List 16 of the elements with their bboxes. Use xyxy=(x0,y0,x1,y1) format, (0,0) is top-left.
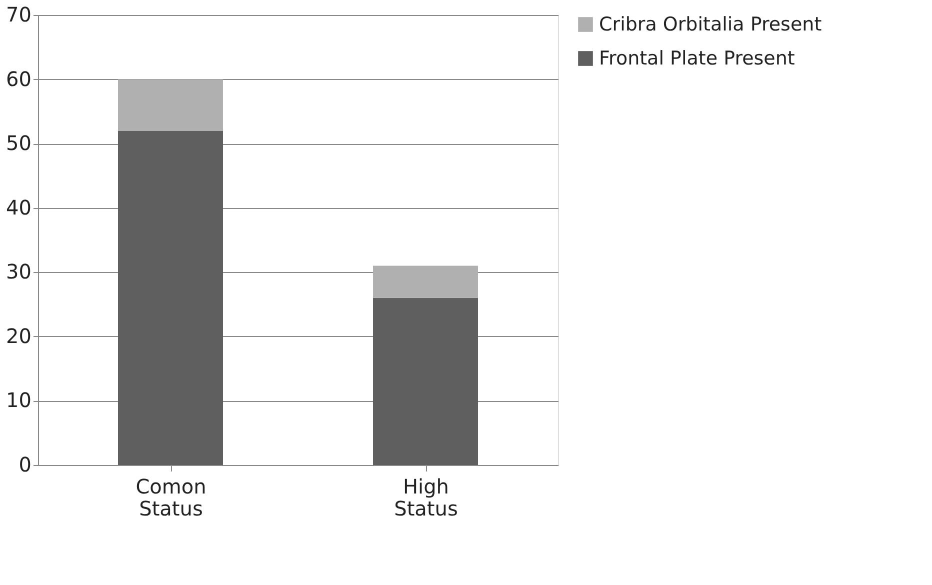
y-tick-label: 60 xyxy=(6,66,32,91)
bar xyxy=(373,298,478,465)
y-tick-label: 30 xyxy=(6,260,32,284)
y-tick-label: 70 xyxy=(6,2,32,26)
y-tick-label: 0 xyxy=(18,452,32,476)
y-tick-label: 50 xyxy=(6,131,32,156)
y-tick-label: 10 xyxy=(6,388,32,412)
x-tick-label: High Status xyxy=(394,474,458,520)
bar xyxy=(118,130,223,465)
legend-label: Frontal Plate Present xyxy=(599,48,795,70)
bar xyxy=(118,79,223,131)
x-tick-label: Comon Status xyxy=(136,474,206,520)
y-tick-label: 40 xyxy=(6,195,32,220)
legend-label: Cribra Orbitalia Present xyxy=(599,14,822,36)
y-tick-label: 20 xyxy=(6,324,32,348)
bar xyxy=(373,266,478,298)
